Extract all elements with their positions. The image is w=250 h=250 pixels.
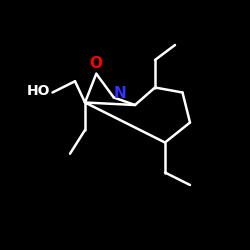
Text: HO: HO	[27, 84, 50, 98]
Text: O: O	[90, 56, 103, 71]
Text: N: N	[114, 86, 126, 101]
